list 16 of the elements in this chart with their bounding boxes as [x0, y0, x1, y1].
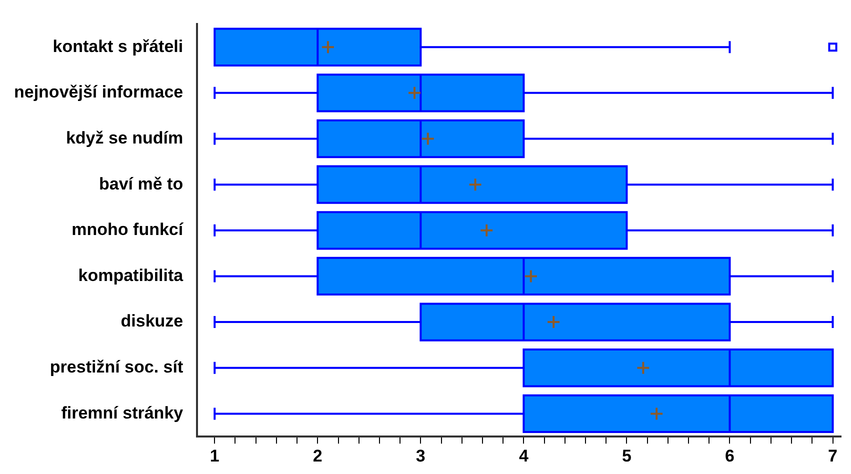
x-tick-label: 7: [828, 446, 838, 466]
y-tick-label: mnoho funkcí: [72, 220, 184, 240]
y-tick-label: diskuze: [120, 312, 184, 331]
y-tick-label: kontakt s přáteli: [52, 36, 184, 56]
x-tick-label: 1: [210, 446, 220, 466]
y-tick-label: prestižní soc. sít: [50, 358, 184, 377]
x-tick-label: 2: [312, 446, 322, 466]
y-tick-label: baví mě to: [99, 174, 184, 194]
y-tick-label: když se nudím: [66, 128, 184, 148]
x-tick-label: 4: [518, 446, 529, 466]
x-tick-label: 5: [622, 446, 632, 466]
x-tick-label: 3: [416, 446, 426, 466]
x-tick-label: 6: [725, 446, 734, 466]
y-tick-label: kompatibilita: [78, 266, 184, 285]
y-tick-label: firemní stránky: [61, 403, 184, 422]
y-tick-label: nejnovější informace: [14, 82, 184, 102]
